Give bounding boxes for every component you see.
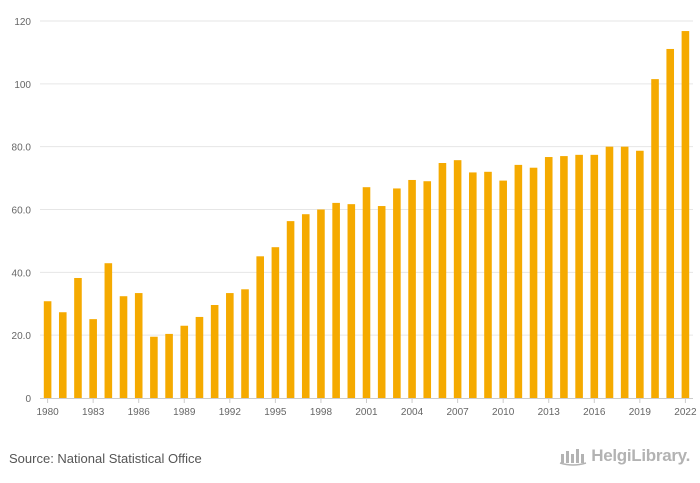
bar [89,319,97,398]
x-tick-label: 1998 [310,407,333,418]
y-tick-label: 120 [14,17,31,28]
bar [165,333,173,398]
bar [150,336,158,398]
x-tick-label: 2007 [446,407,469,418]
bar [256,256,264,398]
bar [620,146,629,398]
bar [544,157,553,398]
bar [286,221,295,398]
bar [636,150,644,398]
bar [666,48,675,398]
bar [377,206,386,398]
brand-logo[interactable]: HelgiLibrary. [559,446,690,466]
bar [681,31,690,398]
x-tick-label: 2022 [674,407,697,418]
x-tick-label: 2016 [583,407,606,418]
x-tick-label: 1989 [173,407,196,418]
bar [423,181,432,398]
bar [651,79,659,398]
bar [529,167,538,398]
bar [347,204,356,398]
library-logo-icon [560,449,587,466]
bar [210,305,219,398]
bar [271,247,280,398]
bar [605,146,614,398]
bar [575,154,583,398]
bar [43,301,52,398]
bar [241,289,249,398]
bar [134,293,143,398]
bar [104,263,113,398]
bar [590,154,599,398]
brand-name: HelgiLibrary. [591,446,690,465]
x-tick-label: 2004 [401,407,424,418]
x-tick-label: 2019 [629,407,652,418]
bar [560,156,568,398]
x-tick-label: 2013 [538,407,561,418]
bar-chart: 0 20.0 40.0 60.0 80.0 100 120 1980 1983 1986 1989 1… [12,17,697,418]
y-tick-label: 80.0 [12,143,32,154]
bar [58,312,67,398]
bar [469,172,477,398]
x-tick-label: 2010 [492,407,515,418]
bar [195,316,204,398]
bar [438,163,447,398]
y-tick-label: 40.0 [12,268,32,279]
bar [332,202,340,398]
bar [499,180,507,398]
x-tick-label: 1983 [82,407,105,418]
bar [317,209,325,398]
x-tick-label: 2001 [355,407,378,418]
bar [393,188,401,398]
footer: Source: National Statistical Office Helg… [0,440,700,483]
source-note: Source: National Statistical Office [9,451,202,466]
bar [408,179,416,398]
x-tick-label: 1986 [128,407,151,418]
bar [514,164,523,398]
bar [226,293,234,398]
bar [74,277,82,398]
y-tick-label: 20.0 [12,331,32,342]
bar [119,296,128,398]
bar [362,187,371,398]
bar [453,160,462,398]
bar [301,214,310,398]
x-tick-label: 1980 [36,407,59,418]
x-tick-label: 1995 [264,407,287,418]
y-tick-label: 0 [25,394,31,405]
bar [484,171,492,398]
y-tick-label: 60.0 [12,206,32,217]
y-tick-label: 100 [14,80,31,91]
bar [180,325,189,398]
x-tick-label: 1992 [219,407,242,418]
